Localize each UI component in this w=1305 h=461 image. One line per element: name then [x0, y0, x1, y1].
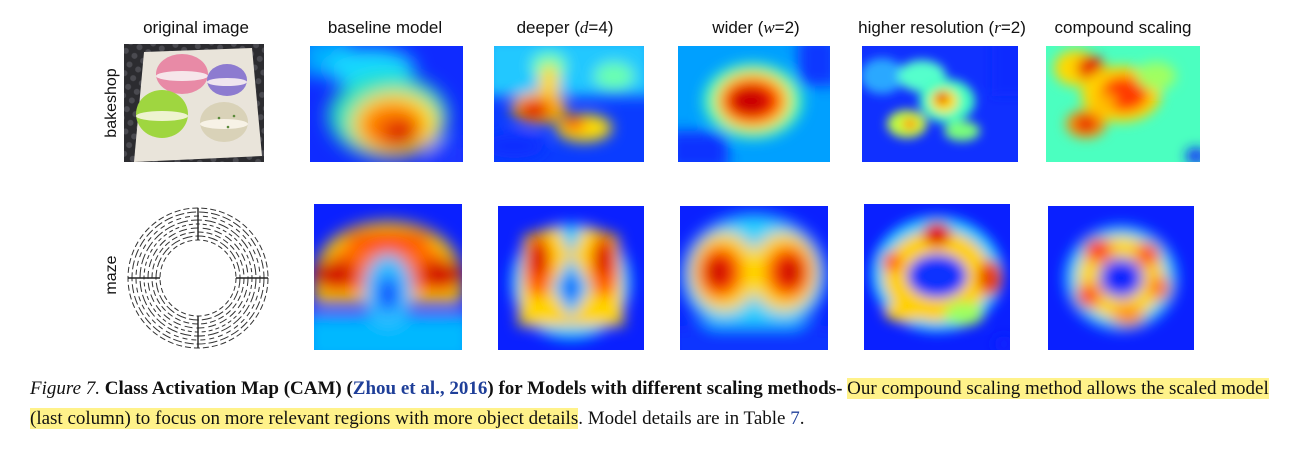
figure-label: Figure 7.	[30, 378, 101, 399]
row-label-maze: maze	[103, 255, 120, 295]
caption-bold-title: Class Activation Map (CAM)	[104, 378, 342, 399]
heatmap-svg	[678, 46, 830, 162]
cam-heatmap-bakeshop-baseline	[310, 46, 463, 162]
heatmap-svg	[680, 206, 828, 350]
heatmap-svg	[1046, 46, 1200, 162]
table-reference-link[interactable]: 7	[790, 408, 800, 429]
column-header-baseline: baseline model	[327, 18, 443, 37]
caption-tail-end: .	[799, 408, 805, 429]
heatmap-svg	[862, 46, 1018, 162]
column-header-deeper: deeper (d=4)	[516, 18, 614, 37]
cam-heatmap-maze-wider	[680, 206, 828, 350]
column-header-wider: wider (w=2)	[712, 18, 800, 37]
caption-bold-rest: for Models with different scaling method…	[498, 378, 843, 399]
cam-heatmap-maze-deeper	[498, 206, 644, 350]
heatmap-svg	[1048, 206, 1194, 350]
column-header-original: original image	[143, 18, 249, 37]
caption-tail: . Model details are in Table	[578, 408, 786, 429]
heatmap-svg	[314, 204, 462, 350]
row-label-bakeshop: bakeshop	[103, 68, 120, 138]
heatmap-svg	[864, 204, 1010, 350]
cam-heatmap-bakeshop-wider	[678, 46, 830, 162]
cam-heatmap-bakeshop-deeper	[494, 46, 644, 162]
column-header-higher-resolution: higher resolution (r=2)	[858, 18, 1026, 37]
cam-heatmap-maze-baseline	[314, 204, 462, 350]
column-header-compound: compound scaling	[1054, 18, 1192, 37]
heatmap-svg	[494, 46, 644, 162]
maze-original-image	[124, 204, 272, 352]
heatmap-svg	[498, 206, 644, 350]
caption-cite-open: (	[346, 378, 353, 399]
cam-heatmap-maze-higher-resolution	[864, 204, 1010, 350]
cam-heatmap-bakeshop-higher-resolution	[862, 46, 1018, 162]
figure-caption: Figure 7. Class Activation Map (CAM) (Zh…	[30, 374, 1280, 434]
cam-heatmap-maze-compound	[1048, 206, 1194, 350]
citation-link[interactable]: Zhou et al., 2016	[352, 378, 488, 399]
caption-cite-close: )	[487, 378, 494, 399]
heatmap-svg	[310, 46, 463, 162]
cam-heatmap-bakeshop-compound	[1046, 46, 1200, 162]
cam-figure: original image baseline model deeper (d=…	[103, 18, 1200, 352]
bakeshop-original-photo	[124, 44, 264, 162]
